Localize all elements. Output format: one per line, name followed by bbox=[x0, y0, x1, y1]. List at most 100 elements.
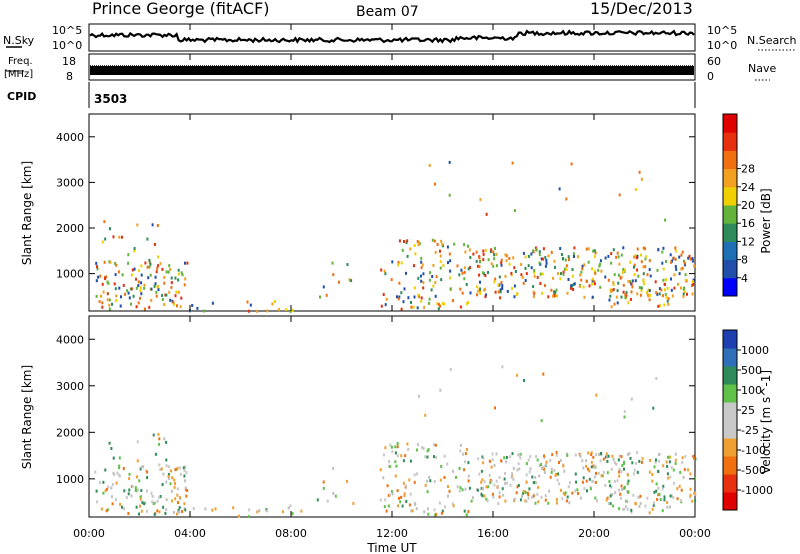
data-cell bbox=[636, 450, 639, 454]
data-cell bbox=[644, 504, 647, 508]
data-cell bbox=[185, 471, 188, 475]
data-cell bbox=[379, 468, 382, 472]
data-cell bbox=[468, 474, 470, 478]
data-cell bbox=[618, 474, 621, 478]
data-cell bbox=[674, 462, 677, 465]
data-cell bbox=[106, 292, 109, 296]
data-cell bbox=[350, 279, 353, 283]
nsky-tick-bottom: 10^0 bbox=[52, 39, 82, 52]
data-cell bbox=[655, 458, 657, 462]
data-cell bbox=[501, 287, 504, 290]
data-cell bbox=[621, 464, 624, 467]
data-cell bbox=[102, 290, 105, 294]
data-cell bbox=[413, 244, 416, 247]
data-cell bbox=[452, 469, 454, 473]
data-cell bbox=[620, 496, 622, 500]
colorbar-tick-label: 8 bbox=[741, 254, 748, 267]
data-cell bbox=[623, 410, 626, 414]
data-cell bbox=[533, 271, 536, 275]
data-cell bbox=[127, 512, 130, 515]
data-cell bbox=[553, 290, 556, 294]
data-cell bbox=[117, 270, 120, 274]
data-cell bbox=[594, 481, 597, 484]
data-cell bbox=[428, 475, 431, 479]
data-cell bbox=[431, 275, 434, 278]
data-cell bbox=[497, 484, 500, 488]
data-cell bbox=[564, 491, 567, 495]
data-cell bbox=[573, 246, 576, 250]
data-cell bbox=[655, 377, 658, 380]
data-cell bbox=[153, 243, 156, 246]
data-cell bbox=[483, 480, 486, 484]
data-cell bbox=[605, 498, 608, 502]
power-data-layer bbox=[95, 160, 696, 313]
data-cell bbox=[266, 309, 269, 313]
data-cell bbox=[548, 489, 551, 493]
data-cell bbox=[155, 270, 158, 274]
data-cell bbox=[494, 247, 496, 250]
data-cell bbox=[497, 290, 500, 294]
data-cell bbox=[165, 508, 168, 512]
data-cell bbox=[686, 292, 688, 296]
data-cell bbox=[116, 471, 119, 475]
data-cell bbox=[291, 308, 294, 312]
data-cell bbox=[439, 304, 441, 308]
data-cell bbox=[434, 443, 437, 447]
data-cell bbox=[104, 489, 107, 493]
data-cell bbox=[532, 285, 535, 289]
data-cell bbox=[638, 459, 641, 463]
data-cell bbox=[458, 467, 461, 470]
data-cell bbox=[536, 275, 539, 279]
data-cell bbox=[590, 451, 593, 455]
data-cell bbox=[115, 299, 118, 303]
data-cell bbox=[564, 258, 567, 262]
data-cell bbox=[648, 470, 651, 474]
data-cell bbox=[583, 487, 586, 491]
data-cell bbox=[444, 505, 447, 509]
data-cell bbox=[456, 485, 459, 489]
data-cell bbox=[510, 475, 513, 479]
data-cell bbox=[537, 500, 540, 504]
data-cell bbox=[105, 275, 108, 279]
data-cell bbox=[156, 224, 159, 227]
data-cell bbox=[683, 290, 686, 294]
data-cell bbox=[183, 479, 186, 483]
data-cell bbox=[613, 461, 616, 465]
data-cell bbox=[527, 254, 530, 258]
data-cell bbox=[439, 254, 442, 258]
data-cell bbox=[416, 443, 419, 447]
data-cell bbox=[477, 264, 479, 268]
data-cell bbox=[565, 197, 568, 201]
data-cell bbox=[683, 261, 686, 265]
data-cell bbox=[620, 275, 623, 279]
data-cell bbox=[674, 452, 677, 456]
data-cell bbox=[458, 273, 461, 277]
data-cell bbox=[416, 240, 419, 243]
colorbar-tick-label: 100 bbox=[741, 384, 762, 397]
data-cell bbox=[606, 455, 609, 459]
data-cell bbox=[545, 258, 548, 262]
data-cell bbox=[484, 274, 487, 277]
data-cell bbox=[499, 296, 502, 300]
colorbar-segment bbox=[723, 330, 737, 349]
x-axis: 00:00 04:00 08:00 12:00 16:00 20:00 00:00 bbox=[73, 24, 711, 540]
data-cell bbox=[176, 487, 179, 491]
colorbar-segment bbox=[723, 150, 737, 170]
data-cell bbox=[436, 302, 439, 305]
data-cell bbox=[442, 264, 445, 267]
data-cell bbox=[557, 272, 560, 276]
data-cell bbox=[612, 457, 615, 461]
data-cell bbox=[646, 293, 649, 297]
data-cell bbox=[666, 286, 669, 290]
data-cell bbox=[426, 455, 429, 459]
data-cell bbox=[659, 498, 662, 501]
data-cell bbox=[693, 491, 696, 495]
data-cell bbox=[472, 252, 475, 256]
data-cell bbox=[627, 279, 630, 283]
data-cell bbox=[672, 468, 675, 472]
data-cell bbox=[106, 508, 109, 512]
data-cell bbox=[684, 273, 687, 277]
data-cell bbox=[624, 296, 627, 300]
data-cell bbox=[487, 485, 490, 489]
data-cell bbox=[570, 162, 573, 166]
